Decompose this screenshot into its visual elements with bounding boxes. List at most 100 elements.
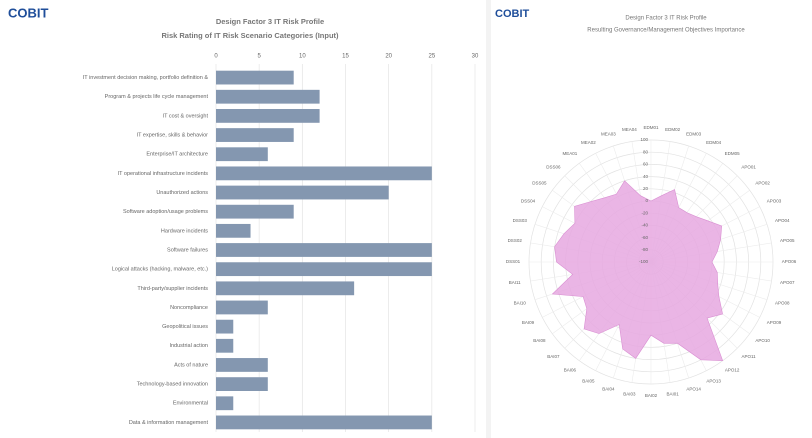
bar xyxy=(216,415,432,430)
category-label: EDM05 xyxy=(725,151,741,156)
r-tick-label: -20 xyxy=(641,210,648,215)
y-tick-label: Unauthorized actions xyxy=(156,190,208,196)
category-label: DSS02 xyxy=(508,238,523,243)
bar-chart-panel: COBIT Design Factor 3 IT Risk Profile Ri… xyxy=(0,0,486,438)
r-tick-label: 80 xyxy=(643,149,649,154)
category-label: BAI05 xyxy=(582,379,595,384)
radar-chart-panel: COBIT Design Factor 3 IT Risk Profile Re… xyxy=(491,0,812,438)
x-tick-label: 10 xyxy=(299,54,306,60)
bar xyxy=(216,147,268,162)
x-tick-label: 15 xyxy=(342,54,349,60)
r-tick-label: -80 xyxy=(641,247,648,252)
y-tick-label: Third-party/supplier incidents xyxy=(137,286,208,292)
r-tick-label: 40 xyxy=(643,174,649,179)
x-tick-label: 20 xyxy=(385,54,392,60)
r-tick-label: 20 xyxy=(643,186,649,191)
chart-subtitle: Resulting Governance/Management Objectiv… xyxy=(587,28,745,34)
category-label: BAI02 xyxy=(645,393,658,398)
y-tick-label: Industrial action xyxy=(169,343,208,349)
y-tick-label: Hardware incidents xyxy=(161,228,208,234)
r-tick-label: -60 xyxy=(641,235,648,240)
bar xyxy=(216,243,432,257)
y-tick-label: IT investment decision making, portfolio… xyxy=(83,75,209,81)
bar xyxy=(216,300,268,315)
y-tick-label: Software failures xyxy=(167,247,208,253)
y-tick-label: Software adoption/usage problems xyxy=(123,209,208,215)
bar xyxy=(216,262,432,277)
category-label: DSS04 xyxy=(521,198,536,203)
x-tick-label: 5 xyxy=(257,54,261,60)
category-label: BAI04 xyxy=(602,387,615,392)
y-tick-label: Data & information management xyxy=(129,420,209,426)
y-tick-label: Logical attacks (hacking, malware, etc.) xyxy=(112,267,208,273)
category-label: DSS03 xyxy=(513,218,528,223)
category-label: EDM02 xyxy=(665,127,681,132)
x-tick-label: 0 xyxy=(214,54,218,60)
category-label: EDM03 xyxy=(686,132,702,137)
category-label: BAI08 xyxy=(533,338,546,343)
y-tick-label: Noncompliance xyxy=(170,305,208,311)
category-label: EDM04 xyxy=(706,140,722,145)
category-label: APO08 xyxy=(775,301,790,306)
x-tick-label: 30 xyxy=(472,54,479,60)
bar xyxy=(216,319,234,334)
y-tick-label: Geopolitical issues xyxy=(162,324,208,330)
r-tick-label: 0 xyxy=(645,198,648,203)
bar xyxy=(216,70,294,85)
bar xyxy=(216,338,234,353)
category-label: APO07 xyxy=(780,280,795,285)
category-label: APO09 xyxy=(767,320,782,325)
chart-title: Design Factor 3 IT Risk Profile xyxy=(216,17,324,26)
category-label: BAI07 xyxy=(547,354,560,359)
bar xyxy=(216,166,432,181)
category-label: BAI03 xyxy=(623,392,636,397)
bar xyxy=(216,128,294,142)
bar xyxy=(216,377,268,392)
category-label: BAI11 xyxy=(509,280,521,285)
category-label: MEA01 xyxy=(563,151,578,156)
category-label: APO11 xyxy=(741,354,756,359)
category-label: APO06 xyxy=(782,259,797,264)
category-label: BAI09 xyxy=(522,320,535,325)
logo: COBIT xyxy=(8,5,49,20)
category-label: APO01 xyxy=(741,164,756,169)
bar xyxy=(216,223,251,238)
bar xyxy=(216,358,268,372)
category-label: APO03 xyxy=(767,198,782,203)
category-label: BAI01 xyxy=(666,392,679,397)
y-tick-label: IT expertise, skills & behavior xyxy=(137,133,209,139)
category-label: BAI10 xyxy=(514,301,527,306)
y-tick-label: Technology-based innovation xyxy=(137,382,208,388)
bar xyxy=(216,281,355,296)
category-label: DSS01 xyxy=(506,259,521,264)
x-tick-label: 25 xyxy=(428,54,435,60)
bar xyxy=(216,185,389,200)
bar xyxy=(216,89,320,104)
category-label: APO02 xyxy=(755,180,770,185)
bar xyxy=(216,108,320,123)
category-label: MEA03 xyxy=(601,132,616,137)
category-label: APO05 xyxy=(780,238,795,243)
chart-subtitle: Risk Rating of IT Risk Scenario Categori… xyxy=(161,31,339,40)
y-tick-label: Environmental xyxy=(173,401,208,407)
y-tick-label: Enterprise/IT architecture xyxy=(146,152,208,158)
r-tick-label: -40 xyxy=(641,223,648,228)
y-tick-label: IT operational infrastructure incidents xyxy=(118,171,209,177)
category-label: DSS05 xyxy=(532,180,547,185)
r-tick-label: 100 xyxy=(640,137,648,142)
r-tick-label: 60 xyxy=(643,162,649,167)
radar-area xyxy=(551,180,724,362)
r-tick-label: -100 xyxy=(639,259,649,264)
y-tick-label: Acts of nature xyxy=(174,362,208,368)
category-label: APO14 xyxy=(686,387,701,392)
y-tick-label: IT cost & oversight xyxy=(163,113,209,119)
logo: COBIT xyxy=(495,8,530,20)
chart-title: Design Factor 3 IT Risk Profile xyxy=(625,16,707,22)
category-label: EDM01 xyxy=(643,125,659,130)
category-label: BAI06 xyxy=(564,368,577,373)
category-label: APO13 xyxy=(706,379,721,384)
category-label: MEA04 xyxy=(622,127,637,132)
y-tick-label: Program & projects life cycle management xyxy=(105,94,209,100)
category-label: MEA02 xyxy=(581,140,596,145)
